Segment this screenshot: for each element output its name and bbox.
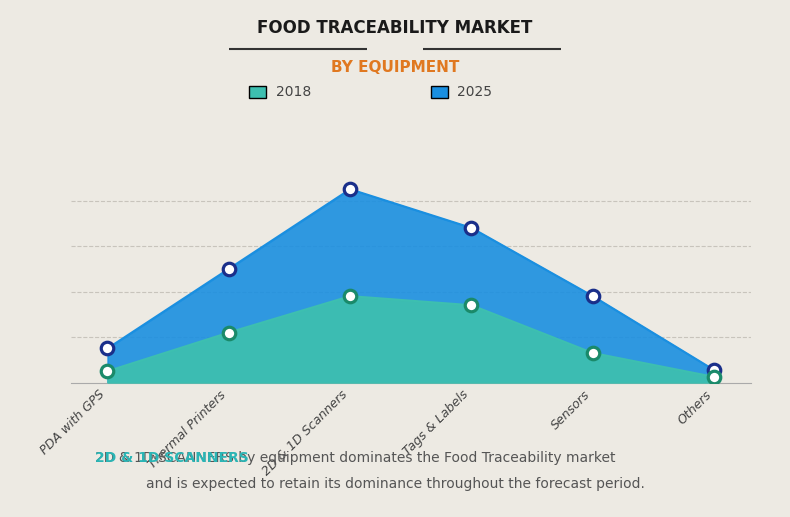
Text: 2025: 2025: [457, 85, 492, 99]
Text: 2018: 2018: [276, 85, 311, 99]
Text: 2D & 1D SCANNERS by equipment dominates the Food Traceability market: 2D & 1D SCANNERS by equipment dominates …: [95, 450, 615, 465]
Text: FOOD TRACEABILITY MARKET: FOOD TRACEABILITY MARKET: [258, 20, 532, 37]
Text: 2D & 1D SCANNERS: 2D & 1D SCANNERS: [95, 450, 249, 465]
Text: BY EQUIPMENT: BY EQUIPMENT: [331, 59, 459, 75]
Text: and is expected to retain its dominance throughout the forecast period.: and is expected to retain its dominance …: [145, 477, 645, 492]
